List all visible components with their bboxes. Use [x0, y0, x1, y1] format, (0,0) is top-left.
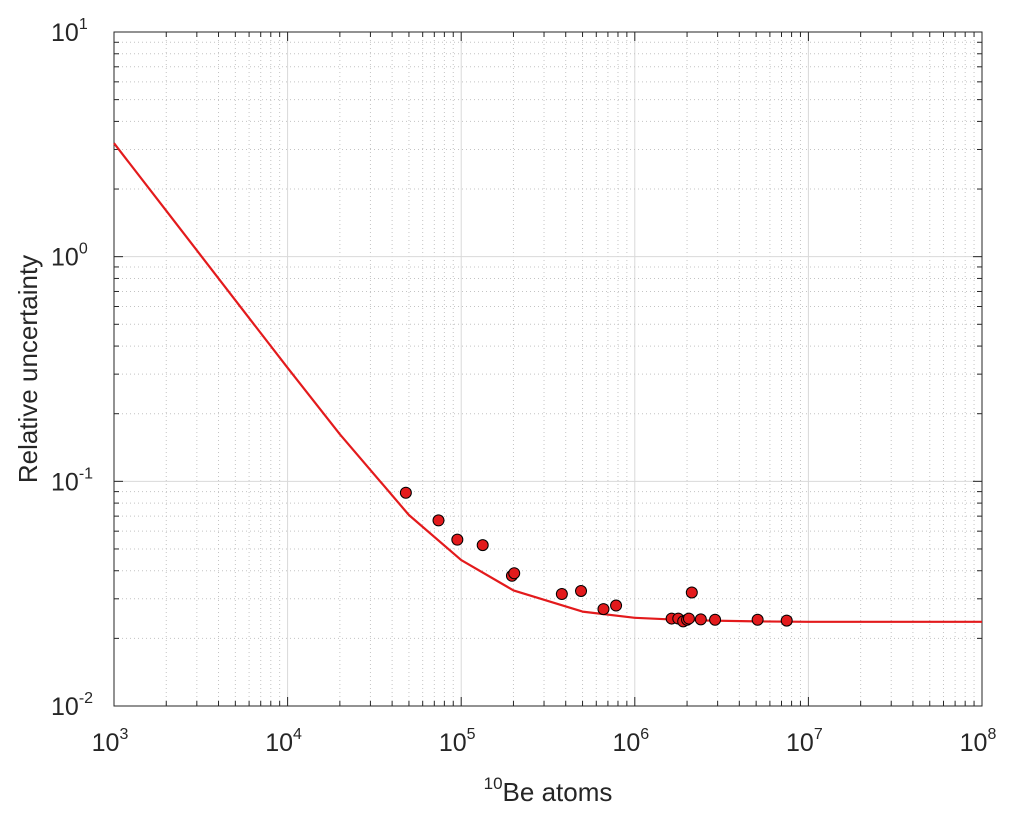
x-tick-label-base: 10: [786, 729, 814, 757]
data-point: [682, 612, 695, 625]
data-point: [610, 599, 623, 612]
x-tick-label: 105: [439, 726, 476, 757]
x-tick-label-base: 10: [960, 729, 988, 757]
data-point: [751, 613, 764, 626]
data-point: [432, 514, 445, 527]
y-tick-label: 10-2: [51, 690, 93, 721]
x-tick-label-exponent: 8: [987, 726, 996, 743]
data-point: [685, 586, 698, 599]
x-tick-label-base: 10: [612, 729, 640, 757]
curve-layer: [113, 142, 982, 623]
data-point: [694, 613, 707, 626]
x-tick-labels: 103 104 105 106 107 108: [92, 726, 997, 757]
data-point: [555, 588, 568, 601]
plot-frame: [113, 31, 983, 707]
data-point: [399, 486, 412, 499]
data-point: [451, 533, 464, 546]
fit-curve: [113, 142, 982, 623]
y-tick-label-exponent: -1: [79, 465, 93, 482]
x-tick-label: 103: [92, 726, 129, 757]
data-point: [597, 603, 610, 616]
y-tick-label-exponent: 0: [79, 241, 88, 258]
data-point: [780, 614, 793, 627]
x-tick-label-exponent: 5: [467, 726, 476, 743]
x-axis-label-text: Be atoms: [503, 777, 613, 807]
data-point: [575, 584, 588, 597]
y-axis-label: Relative uncertainty: [13, 255, 43, 483]
data-point: [508, 567, 521, 580]
y-tick-label: 101: [51, 16, 88, 47]
y-tick-label: 100: [51, 241, 88, 272]
x-tick-label-exponent: 6: [640, 726, 649, 743]
y-tick-label-base: 10: [51, 693, 79, 721]
grid-layer: [114, 32, 982, 706]
y-tick-label-exponent: -2: [79, 690, 93, 707]
x-tick-label-base: 10: [92, 729, 120, 757]
y-tick-label: 10-1: [51, 465, 93, 496]
x-tick-label: 106: [612, 726, 649, 757]
data-point: [476, 539, 489, 552]
y-tick-label-exponent: 1: [79, 16, 88, 33]
x-tick-label-exponent: 4: [293, 726, 302, 743]
x-tick-label: 108: [960, 726, 997, 757]
point-layer: [399, 486, 793, 628]
x-tick-label: 104: [265, 726, 302, 757]
x-tick-label-base: 10: [265, 729, 293, 757]
x-tick-label: 107: [786, 726, 823, 757]
y-tick-label-base: 10: [51, 468, 79, 496]
x-tick-label-exponent: 3: [119, 726, 128, 743]
x-tick-label-base: 10: [439, 729, 467, 757]
x-axis-label: 10Be atoms: [484, 774, 613, 807]
x-axis-label-superscript: 10: [484, 774, 503, 793]
tick-mark-layer: [113, 31, 983, 707]
x-tick-label-exponent: 7: [814, 726, 823, 743]
y-tick-label-base: 10: [51, 244, 79, 272]
data-point: [709, 613, 722, 626]
y-tick-label-base: 10: [51, 19, 79, 47]
